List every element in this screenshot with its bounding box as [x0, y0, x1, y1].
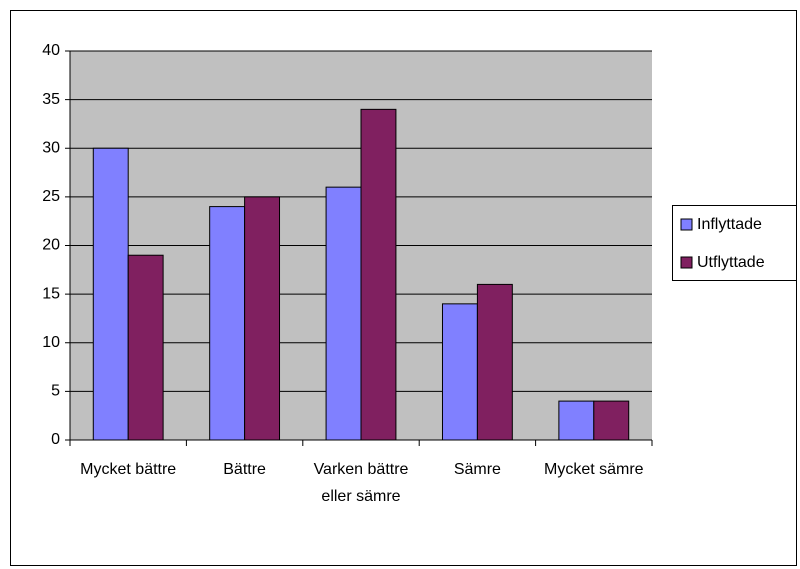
x-tick-label: Mycket sämre: [544, 461, 644, 478]
bar: [593, 400, 630, 441]
bar: [558, 400, 595, 441]
y-tick-label: 40: [42, 42, 60, 59]
legend-swatch: [680, 218, 693, 231]
bar: [92, 147, 129, 441]
y-tick-label: 20: [42, 237, 60, 254]
legend-swatch: [680, 256, 693, 269]
y-tick-label: 15: [42, 285, 60, 302]
bar: [325, 186, 362, 441]
bar: [476, 283, 513, 441]
x-tick-label: Mycket bättre: [80, 461, 177, 478]
x-tick-label: Bättre: [223, 461, 266, 478]
legend-box: [672, 205, 797, 281]
y-tick-label: 5: [51, 383, 60, 400]
bar: [244, 196, 281, 441]
x-tick-label: Sämre: [453, 461, 501, 478]
legend-label: Inflyttade: [697, 216, 762, 233]
x-tick-label: Varken bättre eller sämre: [313, 461, 409, 505]
y-tick-label: 25: [42, 188, 60, 205]
y-tick-label: 35: [42, 91, 60, 108]
bar: [127, 254, 164, 441]
y-tick-label: 10: [42, 334, 60, 351]
y-tick-label: 0: [51, 431, 60, 448]
bar: [360, 108, 397, 441]
legend-label: Utflyttade: [697, 254, 765, 271]
bar: [441, 303, 478, 441]
y-tick-label: 30: [42, 139, 60, 156]
bar: [209, 206, 246, 441]
